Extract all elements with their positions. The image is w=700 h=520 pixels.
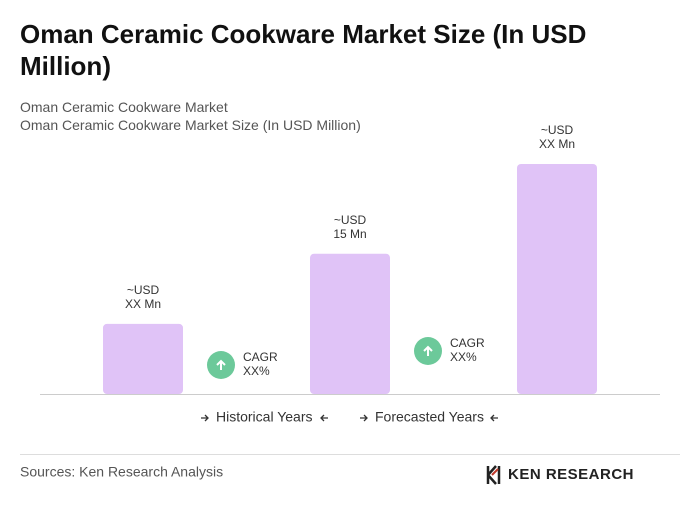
source: Sources: Ken Research Analysis xyxy=(20,464,223,480)
legend-arrow xyxy=(490,414,498,422)
value-label: ~USD xyxy=(541,123,574,137)
legend-label: Forecasted Years xyxy=(375,409,484,425)
legend-arrow xyxy=(360,414,368,422)
legend-arrow xyxy=(201,414,209,422)
bar xyxy=(103,323,183,394)
chart-title: Oman Ceramic Cookware Market Size (In US… xyxy=(20,19,587,81)
bar xyxy=(517,164,597,394)
value-label: XX Mn xyxy=(539,137,575,151)
value-label: 15 Mn xyxy=(333,227,366,241)
value-label: ~USD xyxy=(127,283,160,297)
cagr-arrow xyxy=(216,359,226,370)
logo-icon xyxy=(486,465,501,485)
value-label: XX Mn xyxy=(125,297,161,311)
legend-arrow xyxy=(320,414,328,422)
subtitles: Oman Ceramic Cookware Market Oman Cerami… xyxy=(20,98,361,134)
subtitle: Oman Ceramic Cookware Market xyxy=(20,99,228,115)
legend-label: Historical Years xyxy=(216,409,313,425)
cagr-label: XX% xyxy=(243,364,270,378)
bar xyxy=(310,253,390,394)
logo-text: KEN RESEARCH xyxy=(508,466,634,483)
value-label: ~USD xyxy=(334,213,367,227)
subtitle: Oman Ceramic Cookware Market Size (In US… xyxy=(20,117,361,133)
cagr-label: XX% xyxy=(450,350,477,364)
cagr-label: CAGR xyxy=(243,350,278,364)
cagr-arrow xyxy=(423,345,433,356)
cagr-label: CAGR xyxy=(450,336,485,350)
logo-accent xyxy=(491,468,499,476)
